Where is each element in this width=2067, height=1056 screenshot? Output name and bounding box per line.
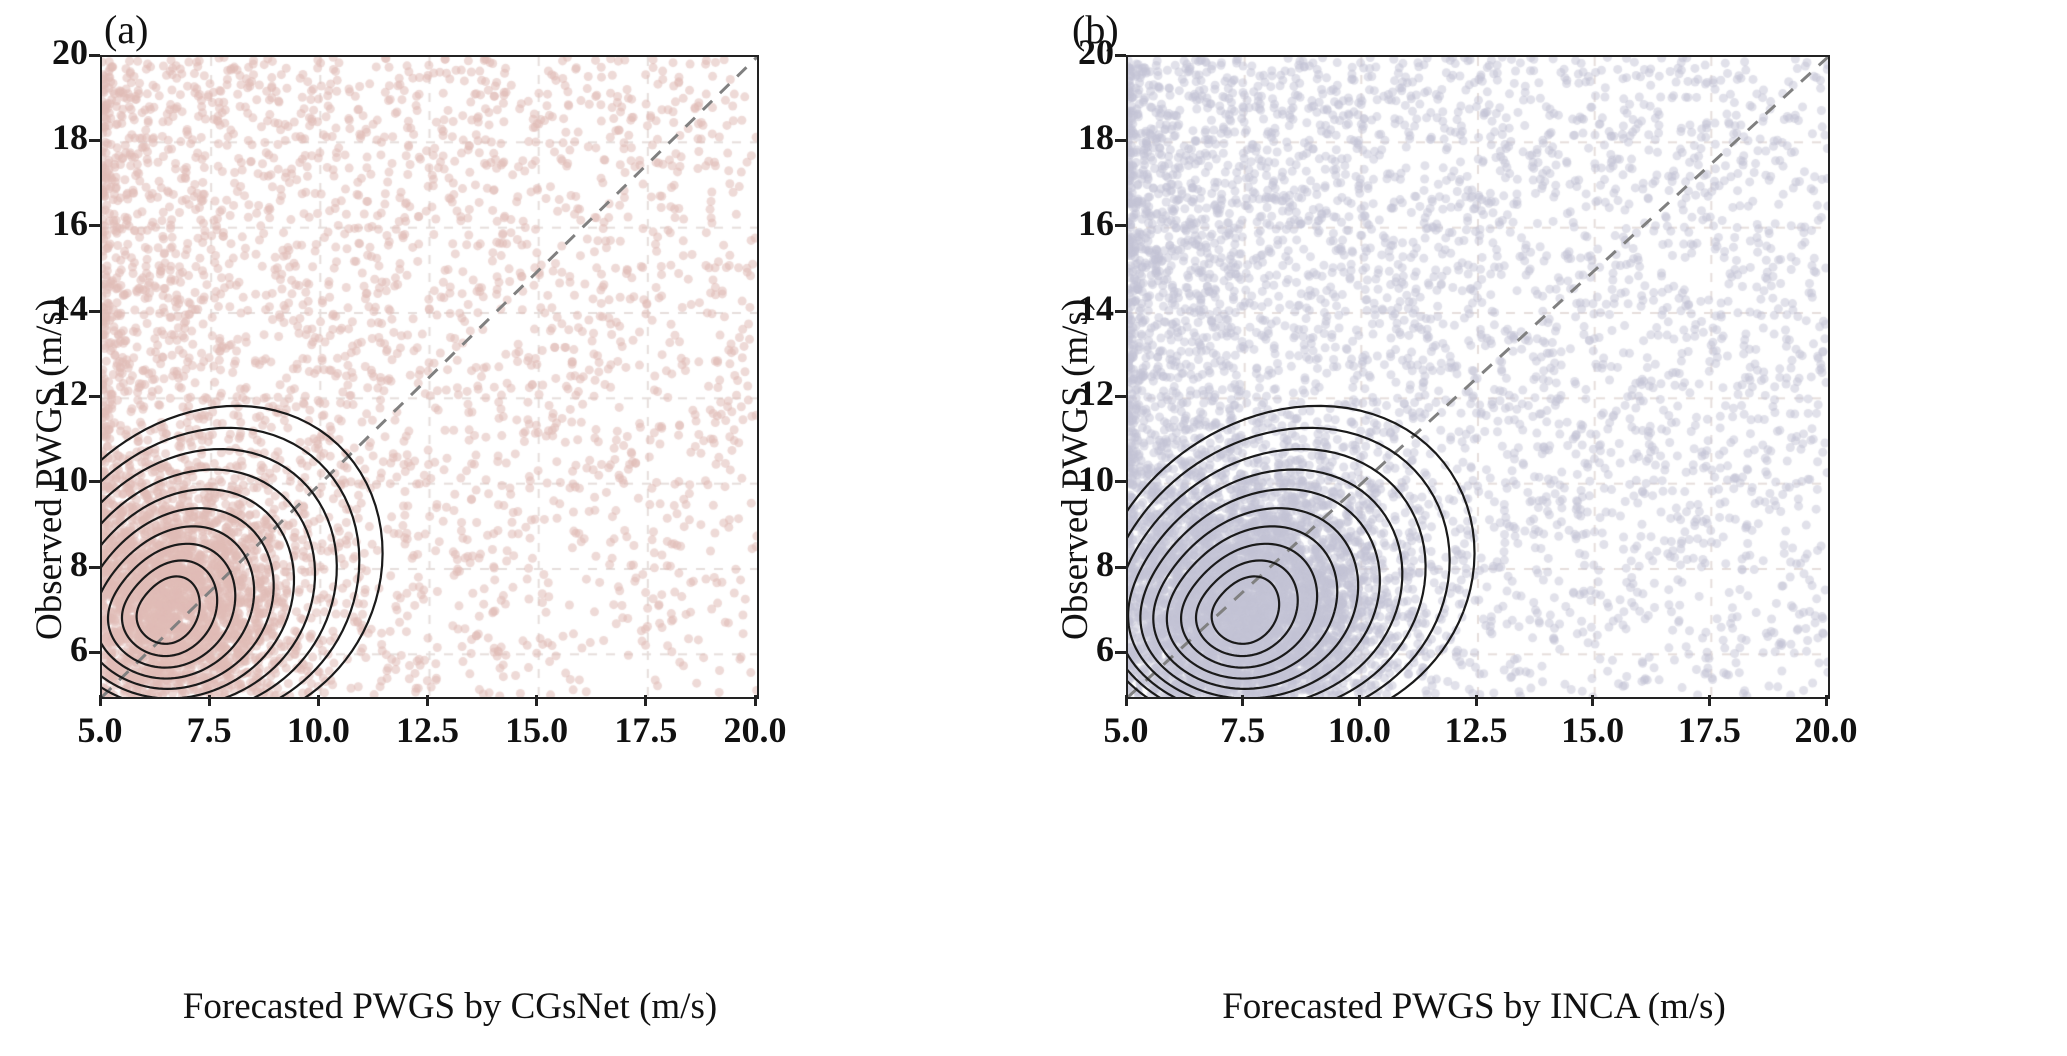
panel-a-x-axis-label: Forecasted PWGS by CGsNet (m/s) xyxy=(182,986,718,1027)
x-tick-label: 7.5 xyxy=(186,710,232,750)
density-contour xyxy=(102,447,338,697)
density-contour xyxy=(1139,488,1381,697)
density-contour xyxy=(102,525,256,680)
x-tick-mark xyxy=(1591,695,1595,706)
x-tick-label: 10.0 xyxy=(286,710,350,750)
x-tick-mark xyxy=(207,695,211,706)
y-tick-label: 14 xyxy=(1078,288,1114,328)
identity-line xyxy=(102,57,757,697)
y-tick-mark xyxy=(1115,138,1126,142)
density-contour xyxy=(1128,468,1404,697)
panel-b-plot-area xyxy=(1126,55,1830,699)
x-tick-mark xyxy=(1241,695,1245,706)
y-tick-label: 6 xyxy=(1096,629,1114,670)
y-tick-label: 16 xyxy=(52,202,88,243)
density-contour xyxy=(102,507,275,690)
density-contour xyxy=(135,575,201,645)
y-tick-label: 6 xyxy=(70,629,88,670)
density-contour xyxy=(102,404,384,697)
x-tick-mark xyxy=(316,695,320,706)
x-tick-label: 12.5 xyxy=(396,710,459,750)
y-tick-mark xyxy=(89,53,100,57)
identity-line xyxy=(1128,57,1828,697)
x-tick-label: 17.5 xyxy=(1677,710,1741,750)
x-tick-label: 15.0 xyxy=(505,710,569,750)
panel-b-x-axis-label: Forecasted PWGS by INCA (m/s) xyxy=(1222,986,1726,1027)
x-tick-mark xyxy=(426,695,429,706)
x-tick-mark xyxy=(1357,695,1361,706)
density-contour xyxy=(106,542,237,669)
density-contour xyxy=(1210,575,1281,645)
y-tick-mark xyxy=(89,565,100,569)
y-tick-label: 14 xyxy=(52,288,88,328)
panel-b-label: (b) xyxy=(1072,7,1119,52)
density-contour xyxy=(1179,542,1319,669)
y-tick-label: 8 xyxy=(1096,544,1114,584)
y-tick-mark xyxy=(1115,309,1126,313)
panel-a-label: (a) xyxy=(104,7,149,52)
x-tick-mark xyxy=(1124,695,1128,706)
y-tick-label: 10 xyxy=(52,458,88,499)
density-contour xyxy=(102,468,317,697)
density-contour xyxy=(102,488,296,697)
density-contour xyxy=(1165,525,1339,680)
density-contour xyxy=(1194,559,1299,658)
y-tick-mark xyxy=(89,138,100,142)
y-tick-label: 18 xyxy=(52,117,88,158)
y-tick-label: 16 xyxy=(1078,202,1114,243)
x-tick-mark xyxy=(1824,695,1828,706)
panel-a: (a) Observed PWGS (m/s) Forecasted PWGS … xyxy=(0,0,1033,1056)
y-tick-mark xyxy=(1115,53,1126,57)
x-tick-mark xyxy=(644,695,648,706)
x-tick-mark xyxy=(1707,695,1711,706)
x-tick-label: 20.0 xyxy=(723,710,787,750)
y-tick-mark xyxy=(89,309,100,313)
density-contour xyxy=(120,559,219,658)
panel-b: (b) Observed PWGS (m/s) Forecasted PWGS … xyxy=(1034,0,2067,1056)
panel-b-scatter-canvas xyxy=(1128,57,1828,697)
y-tick-label: 10 xyxy=(1078,458,1114,499)
panel-a-plot-area xyxy=(100,55,759,699)
y-tick-label: 12 xyxy=(52,373,88,414)
density-contour xyxy=(1128,447,1427,697)
y-tick-label: 8 xyxy=(70,544,88,584)
y-tick-mark xyxy=(1115,565,1126,569)
x-tick-label: 10.0 xyxy=(1327,710,1391,750)
density-contour xyxy=(102,426,361,697)
y-tick-mark xyxy=(1115,224,1126,228)
panel-b-overlay xyxy=(1128,57,1828,697)
panel-a-overlay xyxy=(102,57,757,697)
x-tick-label: 5.0 xyxy=(77,710,123,750)
y-tick-mark xyxy=(89,650,100,654)
x-tick-mark xyxy=(535,695,539,706)
density-contour xyxy=(1128,404,1476,697)
x-tick-label: 20.0 xyxy=(1794,710,1858,750)
x-tick-label: 15.0 xyxy=(1561,710,1625,750)
x-tick-label: 17.5 xyxy=(614,710,678,750)
x-tick-mark xyxy=(1474,695,1478,706)
density-contour xyxy=(1128,426,1451,697)
y-tick-mark xyxy=(89,394,100,398)
y-tick-mark xyxy=(89,224,100,228)
x-tick-label: 12.5 xyxy=(1444,710,1508,750)
y-tick-label: 12 xyxy=(1078,373,1114,414)
y-tick-label: 20 xyxy=(52,32,88,72)
x-tick-mark xyxy=(753,695,757,706)
y-tick-mark xyxy=(1115,480,1126,484)
x-tick-mark xyxy=(98,695,102,706)
x-tick-label: 5.0 xyxy=(1103,710,1149,750)
y-tick-label: 20 xyxy=(1078,32,1114,72)
x-tick-label: 7.5 xyxy=(1220,710,1266,750)
y-tick-mark xyxy=(1115,650,1126,654)
y-tick-mark xyxy=(89,480,100,484)
density-contour xyxy=(1152,507,1360,690)
y-tick-mark xyxy=(1115,394,1126,398)
y-tick-label: 18 xyxy=(1078,117,1114,158)
